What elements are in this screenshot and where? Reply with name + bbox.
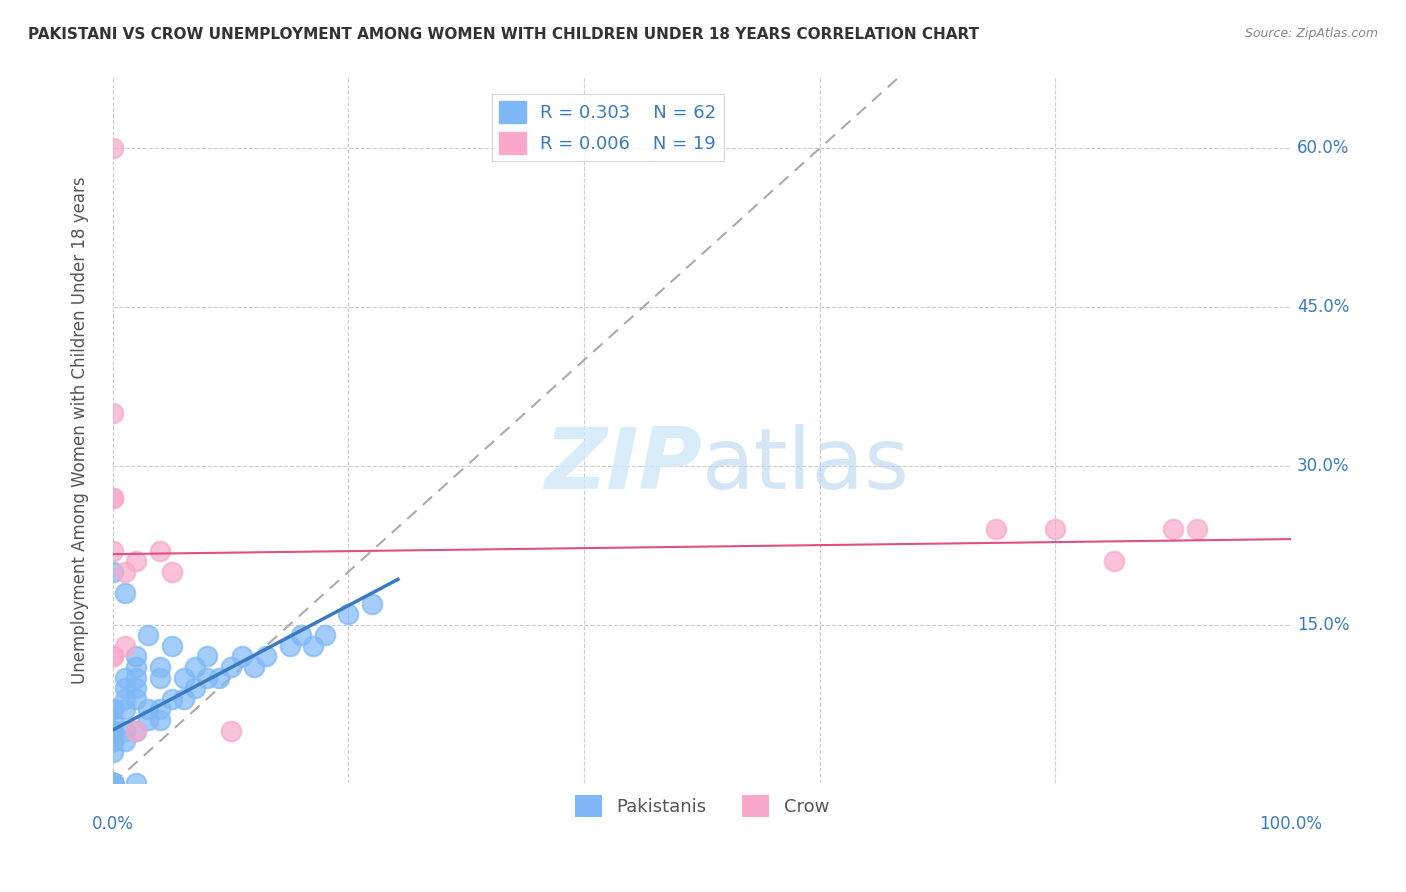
Point (101, 702, 124, 716)
Point (101, 702, 124, 716)
Point (125, 649, 148, 664)
Point (114, 691, 136, 706)
Point (361, 597, 384, 611)
Point (101, 776, 124, 790)
Point (101, 649, 124, 664)
Point (101, 565, 124, 579)
Point (101, 776, 124, 790)
Point (101, 776, 124, 790)
Text: atlas: atlas (702, 425, 910, 508)
Point (125, 671, 148, 685)
Point (302, 639, 325, 653)
Point (101, 723, 124, 738)
Point (114, 734, 136, 748)
Point (114, 565, 136, 579)
Point (101, 776, 124, 790)
Point (114, 639, 136, 653)
Point (101, 406, 124, 420)
Legend: Pakistanis, Crow: Pakistanis, Crow (567, 788, 837, 824)
Point (337, 607, 360, 621)
Point (278, 639, 301, 653)
Y-axis label: Unemployment Among Women with Children Under 18 years: Unemployment Among Women with Children U… (72, 177, 89, 684)
Point (290, 628, 312, 642)
Point (173, 671, 195, 685)
Point (101, 776, 124, 790)
Point (114, 586, 136, 600)
Point (160, 691, 183, 706)
Point (101, 649, 124, 664)
Point (101, 776, 124, 790)
Point (149, 671, 172, 685)
Point (125, 660, 148, 674)
Text: PAKISTANI VS CROW UNEMPLOYMENT AMONG WOMEN WITH CHILDREN UNDER 18 YEARS CORRELAT: PAKISTANI VS CROW UNEMPLOYMENT AMONG WOM… (28, 27, 979, 42)
Point (160, 639, 183, 653)
Point (101, 776, 124, 790)
Point (114, 702, 136, 716)
Point (125, 554, 148, 568)
Text: Source: ZipAtlas.com: Source: ZipAtlas.com (1244, 27, 1378, 40)
Point (101, 491, 124, 505)
Point (101, 776, 124, 790)
Text: 15.0%: 15.0% (1296, 615, 1350, 633)
Point (184, 681, 207, 696)
Text: 0.0%: 0.0% (91, 815, 134, 833)
Point (101, 543, 124, 558)
Point (136, 713, 159, 727)
Point (114, 681, 136, 696)
Point (125, 723, 148, 738)
Point (101, 734, 124, 748)
Point (1161, 523, 1184, 537)
Point (1102, 554, 1125, 568)
Point (184, 660, 207, 674)
Point (101, 713, 124, 727)
Point (101, 776, 124, 790)
Point (208, 671, 231, 685)
Point (125, 776, 148, 790)
Point (149, 713, 172, 727)
Point (986, 523, 1008, 537)
Point (1185, 523, 1208, 537)
Text: 45.0%: 45.0% (1296, 298, 1350, 316)
Point (101, 141, 124, 155)
Point (125, 723, 148, 738)
Point (219, 660, 242, 674)
Point (101, 734, 124, 748)
Point (231, 649, 253, 664)
Text: ZIP: ZIP (544, 425, 702, 508)
Point (114, 671, 136, 685)
Point (314, 628, 336, 642)
Point (149, 702, 172, 716)
Point (254, 649, 277, 664)
Text: 30.0%: 30.0% (1296, 457, 1350, 475)
Point (1045, 523, 1067, 537)
Point (136, 702, 159, 716)
Point (101, 745, 124, 759)
Text: 100.0%: 100.0% (1260, 815, 1323, 833)
Point (101, 776, 124, 790)
Point (125, 681, 148, 696)
Point (125, 691, 148, 706)
Point (219, 723, 242, 738)
Point (114, 723, 136, 738)
Point (101, 776, 124, 790)
Point (243, 660, 266, 674)
Point (136, 628, 159, 642)
Point (195, 671, 218, 685)
Point (101, 776, 124, 790)
Point (195, 649, 218, 664)
Text: 60.0%: 60.0% (1296, 139, 1350, 157)
Point (173, 691, 195, 706)
Point (101, 723, 124, 738)
Point (149, 660, 172, 674)
Point (149, 543, 172, 558)
Point (101, 723, 124, 738)
Point (160, 565, 183, 579)
Point (101, 491, 124, 505)
